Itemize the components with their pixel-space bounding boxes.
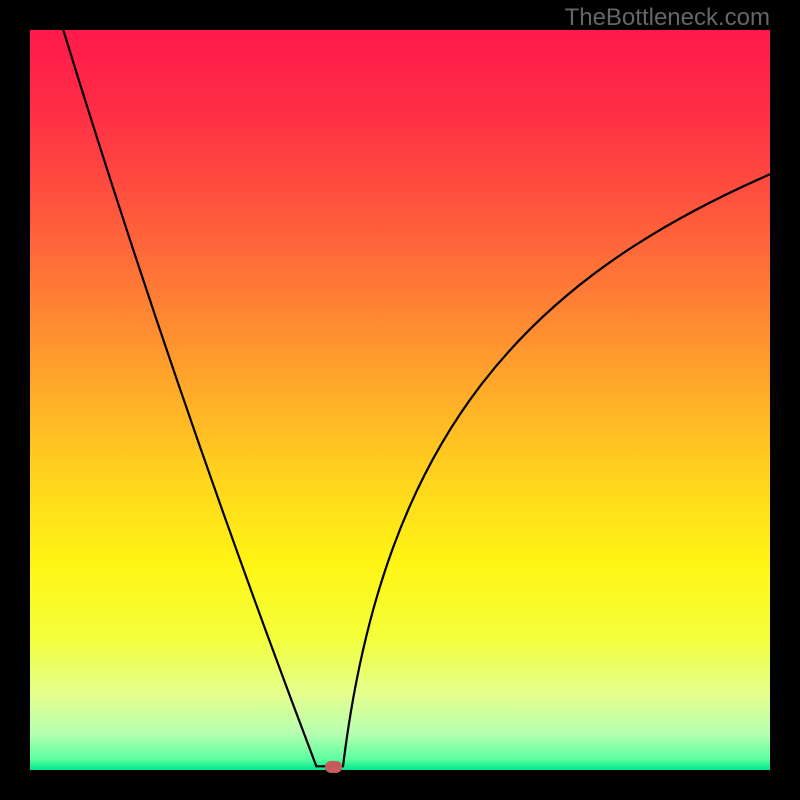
bottleneck-marker [325, 761, 341, 773]
chart-frame: TheBottleneck.com [0, 0, 800, 800]
bottleneck-curve [63, 30, 770, 766]
curve-layer [0, 0, 800, 800]
watermark-text: TheBottleneck.com [565, 4, 770, 32]
